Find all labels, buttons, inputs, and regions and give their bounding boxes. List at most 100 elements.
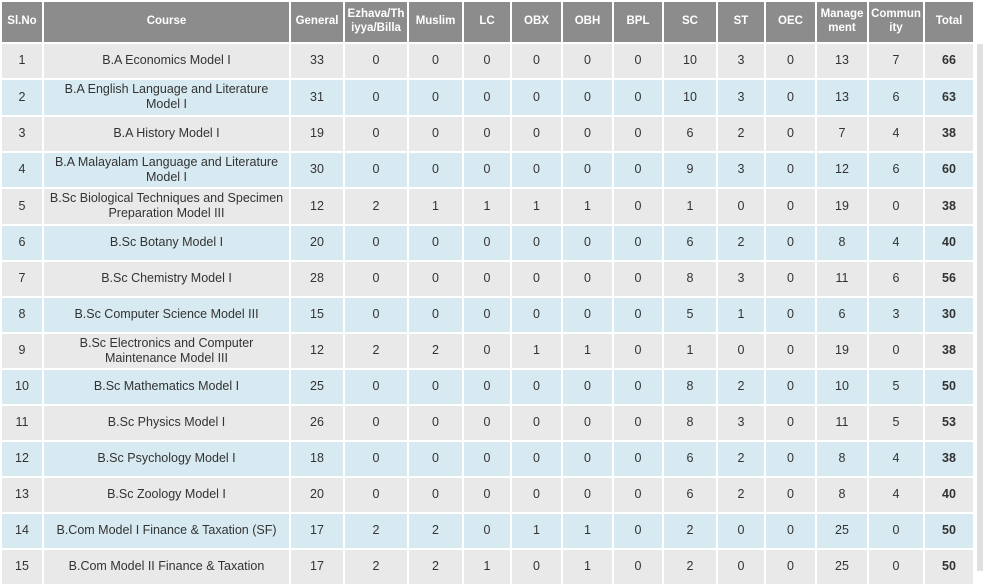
seat-cell-st: 3: [718, 80, 764, 115]
table-row: 8 B.Sc Computer Science Model III 15 0 0 0 0 0 0…: [2, 297, 973, 332]
seat-cell-bpl: 0: [614, 478, 662, 512]
seat-cell-sc: 5: [664, 297, 716, 332]
seat-cell-muslim: 1: [409, 189, 462, 224]
seat-cell-management: 10: [817, 370, 867, 404]
table-row: 2 B.A English Language and Literature Mod…: [2, 80, 973, 115]
seat-cell-muslim: 0: [409, 370, 462, 404]
seat-cell-ezhava-thiyya-billa: 0: [345, 152, 407, 187]
total-cell: 38: [925, 116, 973, 151]
total-cell: 50: [925, 550, 973, 584]
course-cell: B.Sc Botany Model I: [44, 225, 289, 260]
seat-cell-st: 2: [718, 116, 764, 151]
seat-cell-management: 25: [817, 514, 867, 548]
column-header-course: Course: [44, 2, 289, 42]
seat-cell-obh: 1: [563, 189, 612, 224]
seat-cell-obx: 0: [512, 44, 561, 78]
table-row: 7 B.Sc Chemistry Model I 28 0 0 0 0 0 0 8 3 0 11 6 56: [2, 261, 973, 296]
slno-cell: 13: [2, 478, 42, 512]
seat-cell-general: 17: [291, 514, 343, 548]
total-cell: 56: [925, 261, 973, 296]
seat-cell-oec: 0: [766, 261, 815, 296]
seat-cell-obh: 1: [563, 333, 612, 368]
seat-cell-bpl: 0: [614, 152, 662, 187]
seat-cell-st: 2: [718, 442, 764, 476]
total-cell: 38: [925, 442, 973, 476]
seat-cell-community: 6: [869, 80, 923, 115]
seat-cell-obh: 0: [563, 478, 612, 512]
seat-cell-general: 25: [291, 370, 343, 404]
seat-cell-obx: 1: [512, 514, 561, 548]
seat-cell-obx: 0: [512, 261, 561, 296]
scrollbar-track[interactable]: [977, 44, 983, 571]
seat-cell-obh: 0: [563, 297, 612, 332]
seat-cell-sc: 8: [664, 261, 716, 296]
seat-cell-bpl: 0: [614, 333, 662, 368]
seat-cell-st: 3: [718, 261, 764, 296]
seat-cell-ezhava-thiyya-billa: 2: [345, 550, 407, 584]
course-cell: B.Sc Physics Model I: [44, 406, 289, 440]
seat-cell-management: 13: [817, 44, 867, 78]
seat-cell-bpl: 0: [614, 514, 662, 548]
seat-cell-bpl: 0: [614, 550, 662, 584]
seat-cell-management: 19: [817, 189, 867, 224]
seat-cell-management: 8: [817, 442, 867, 476]
seat-cell-sc: 6: [664, 116, 716, 151]
total-cell: 38: [925, 189, 973, 224]
seat-cell-sc: 1: [664, 333, 716, 368]
course-cell: B.Sc Electronics and Computer Maintenanc…: [44, 333, 289, 368]
seat-cell-lc: 0: [464, 297, 510, 332]
course-cell: B.Com Model II Finance & Taxation: [44, 550, 289, 584]
seat-cell-lc: 0: [464, 80, 510, 115]
seat-cell-muslim: 2: [409, 550, 462, 584]
seat-cell-ezhava-thiyya-billa: 0: [345, 297, 407, 332]
seat-cell-st: 2: [718, 370, 764, 404]
seat-cell-obx: 0: [512, 370, 561, 404]
seat-cell-ezhava-thiyya-billa: 0: [345, 44, 407, 78]
seat-cell-st: 0: [718, 189, 764, 224]
column-header-bpl: BPL: [614, 2, 662, 42]
seat-cell-management: 6: [817, 297, 867, 332]
seat-cell-oec: 0: [766, 44, 815, 78]
seat-cell-obh: 0: [563, 370, 612, 404]
total-cell: 53: [925, 406, 973, 440]
slno-cell: 3: [2, 116, 42, 151]
slno-cell: 10: [2, 370, 42, 404]
seat-cell-st: 0: [718, 333, 764, 368]
seat-cell-oec: 0: [766, 152, 815, 187]
seat-cell-obh: 0: [563, 406, 612, 440]
total-cell: 63: [925, 80, 973, 115]
seat-cell-community: 4: [869, 225, 923, 260]
table-row: 9 B.Sc Electronics and Computer Maintenan…: [2, 333, 973, 368]
course-cell: B.Sc Zoology Model I: [44, 478, 289, 512]
table-row: 3 B.A History Model I 19 0 0 0 0 0 0 6 2 0 7 4 38: [2, 116, 973, 151]
total-cell: 30: [925, 297, 973, 332]
seat-cell-muslim: 0: [409, 261, 462, 296]
seat-cell-sc: 10: [664, 80, 716, 115]
seat-cell-general: 28: [291, 261, 343, 296]
column-header-st: ST: [718, 2, 764, 42]
seat-cell-ezhava-thiyya-billa: 0: [345, 442, 407, 476]
seat-cell-lc: 0: [464, 333, 510, 368]
seat-cell-lc: 0: [464, 514, 510, 548]
course-cell: B.Sc Mathematics Model I: [44, 370, 289, 404]
column-header-sc: SC: [664, 2, 716, 42]
seat-cell-obx: 0: [512, 406, 561, 440]
seat-cell-lc: 0: [464, 370, 510, 404]
seat-cell-sc: 1: [664, 189, 716, 224]
table-row: 1 B.A Economics Model I 33 0 0 0 0 0 0 10 3 0 13 7 66: [2, 44, 973, 78]
header-row: Sl.No Course General Ezhava/Thiyya/Billa Mus…: [2, 2, 973, 42]
seat-cell-lc: 0: [464, 406, 510, 440]
seat-cell-muslim: 0: [409, 406, 462, 440]
seat-cell-obh: 0: [563, 442, 612, 476]
seat-cell-obx: 0: [512, 80, 561, 115]
seat-cell-sc: 10: [664, 44, 716, 78]
seat-cell-lc: 0: [464, 44, 510, 78]
seat-cell-sc: 2: [664, 550, 716, 584]
course-cell: B.Sc Chemistry Model I: [44, 261, 289, 296]
seat-cell-general: 12: [291, 333, 343, 368]
seat-cell-ezhava-thiyya-billa: 2: [345, 333, 407, 368]
seat-cell-management: 8: [817, 225, 867, 260]
seat-cell-general: 12: [291, 189, 343, 224]
seat-cell-management: 12: [817, 152, 867, 187]
